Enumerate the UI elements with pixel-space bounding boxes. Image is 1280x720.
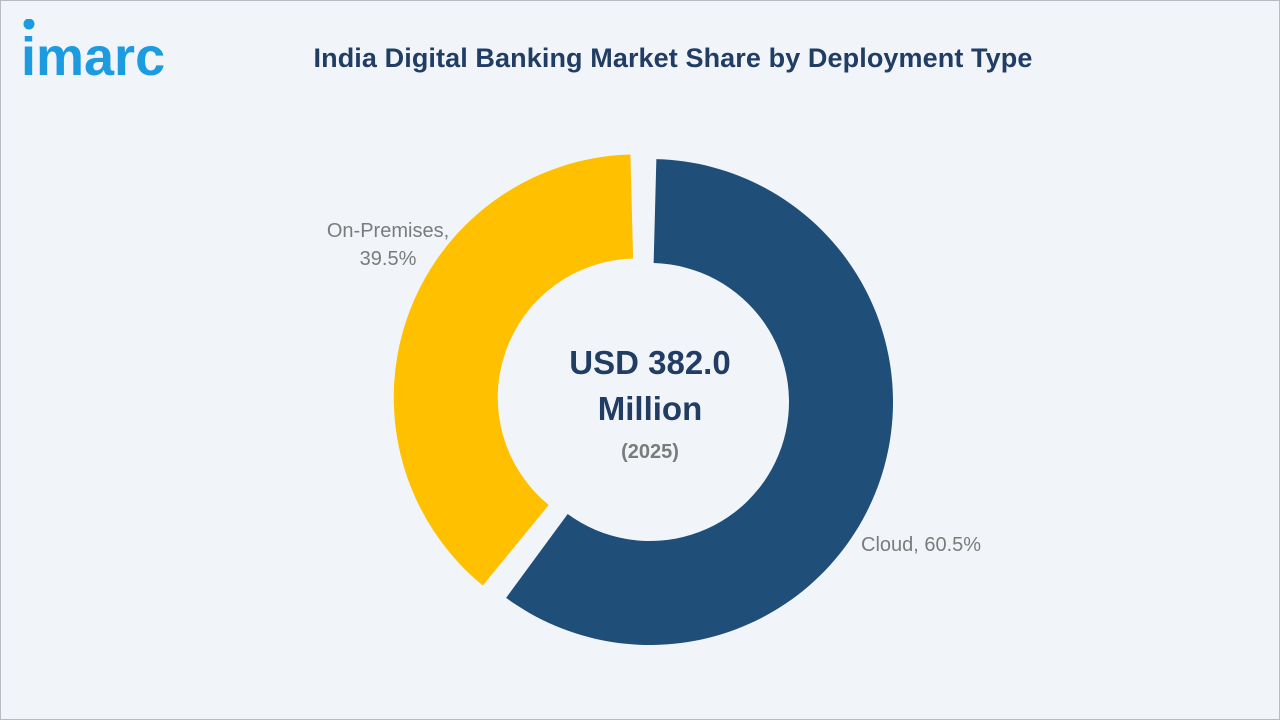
logo-text: imarc	[21, 27, 165, 81]
slice-labels: Cloud, 60.5% On-Premises, 39.5%	[327, 220, 981, 556]
center-year: (2025)	[621, 441, 679, 463]
chart-title: India Digital Banking Market Share by De…	[313, 43, 1033, 73]
imarc-logo: imarc	[21, 19, 165, 81]
center-total-value: USD 382.0 Million	[569, 344, 730, 427]
slice-cloud	[506, 159, 893, 646]
slice-label-on-premises: On-Premises, 39.5%	[327, 220, 449, 270]
donut-slices	[393, 154, 893, 646]
slice-label-cloud: Cloud, 60.5%	[861, 534, 981, 556]
logo-dot	[23, 19, 35, 30]
slice-on-premises	[393, 154, 634, 586]
